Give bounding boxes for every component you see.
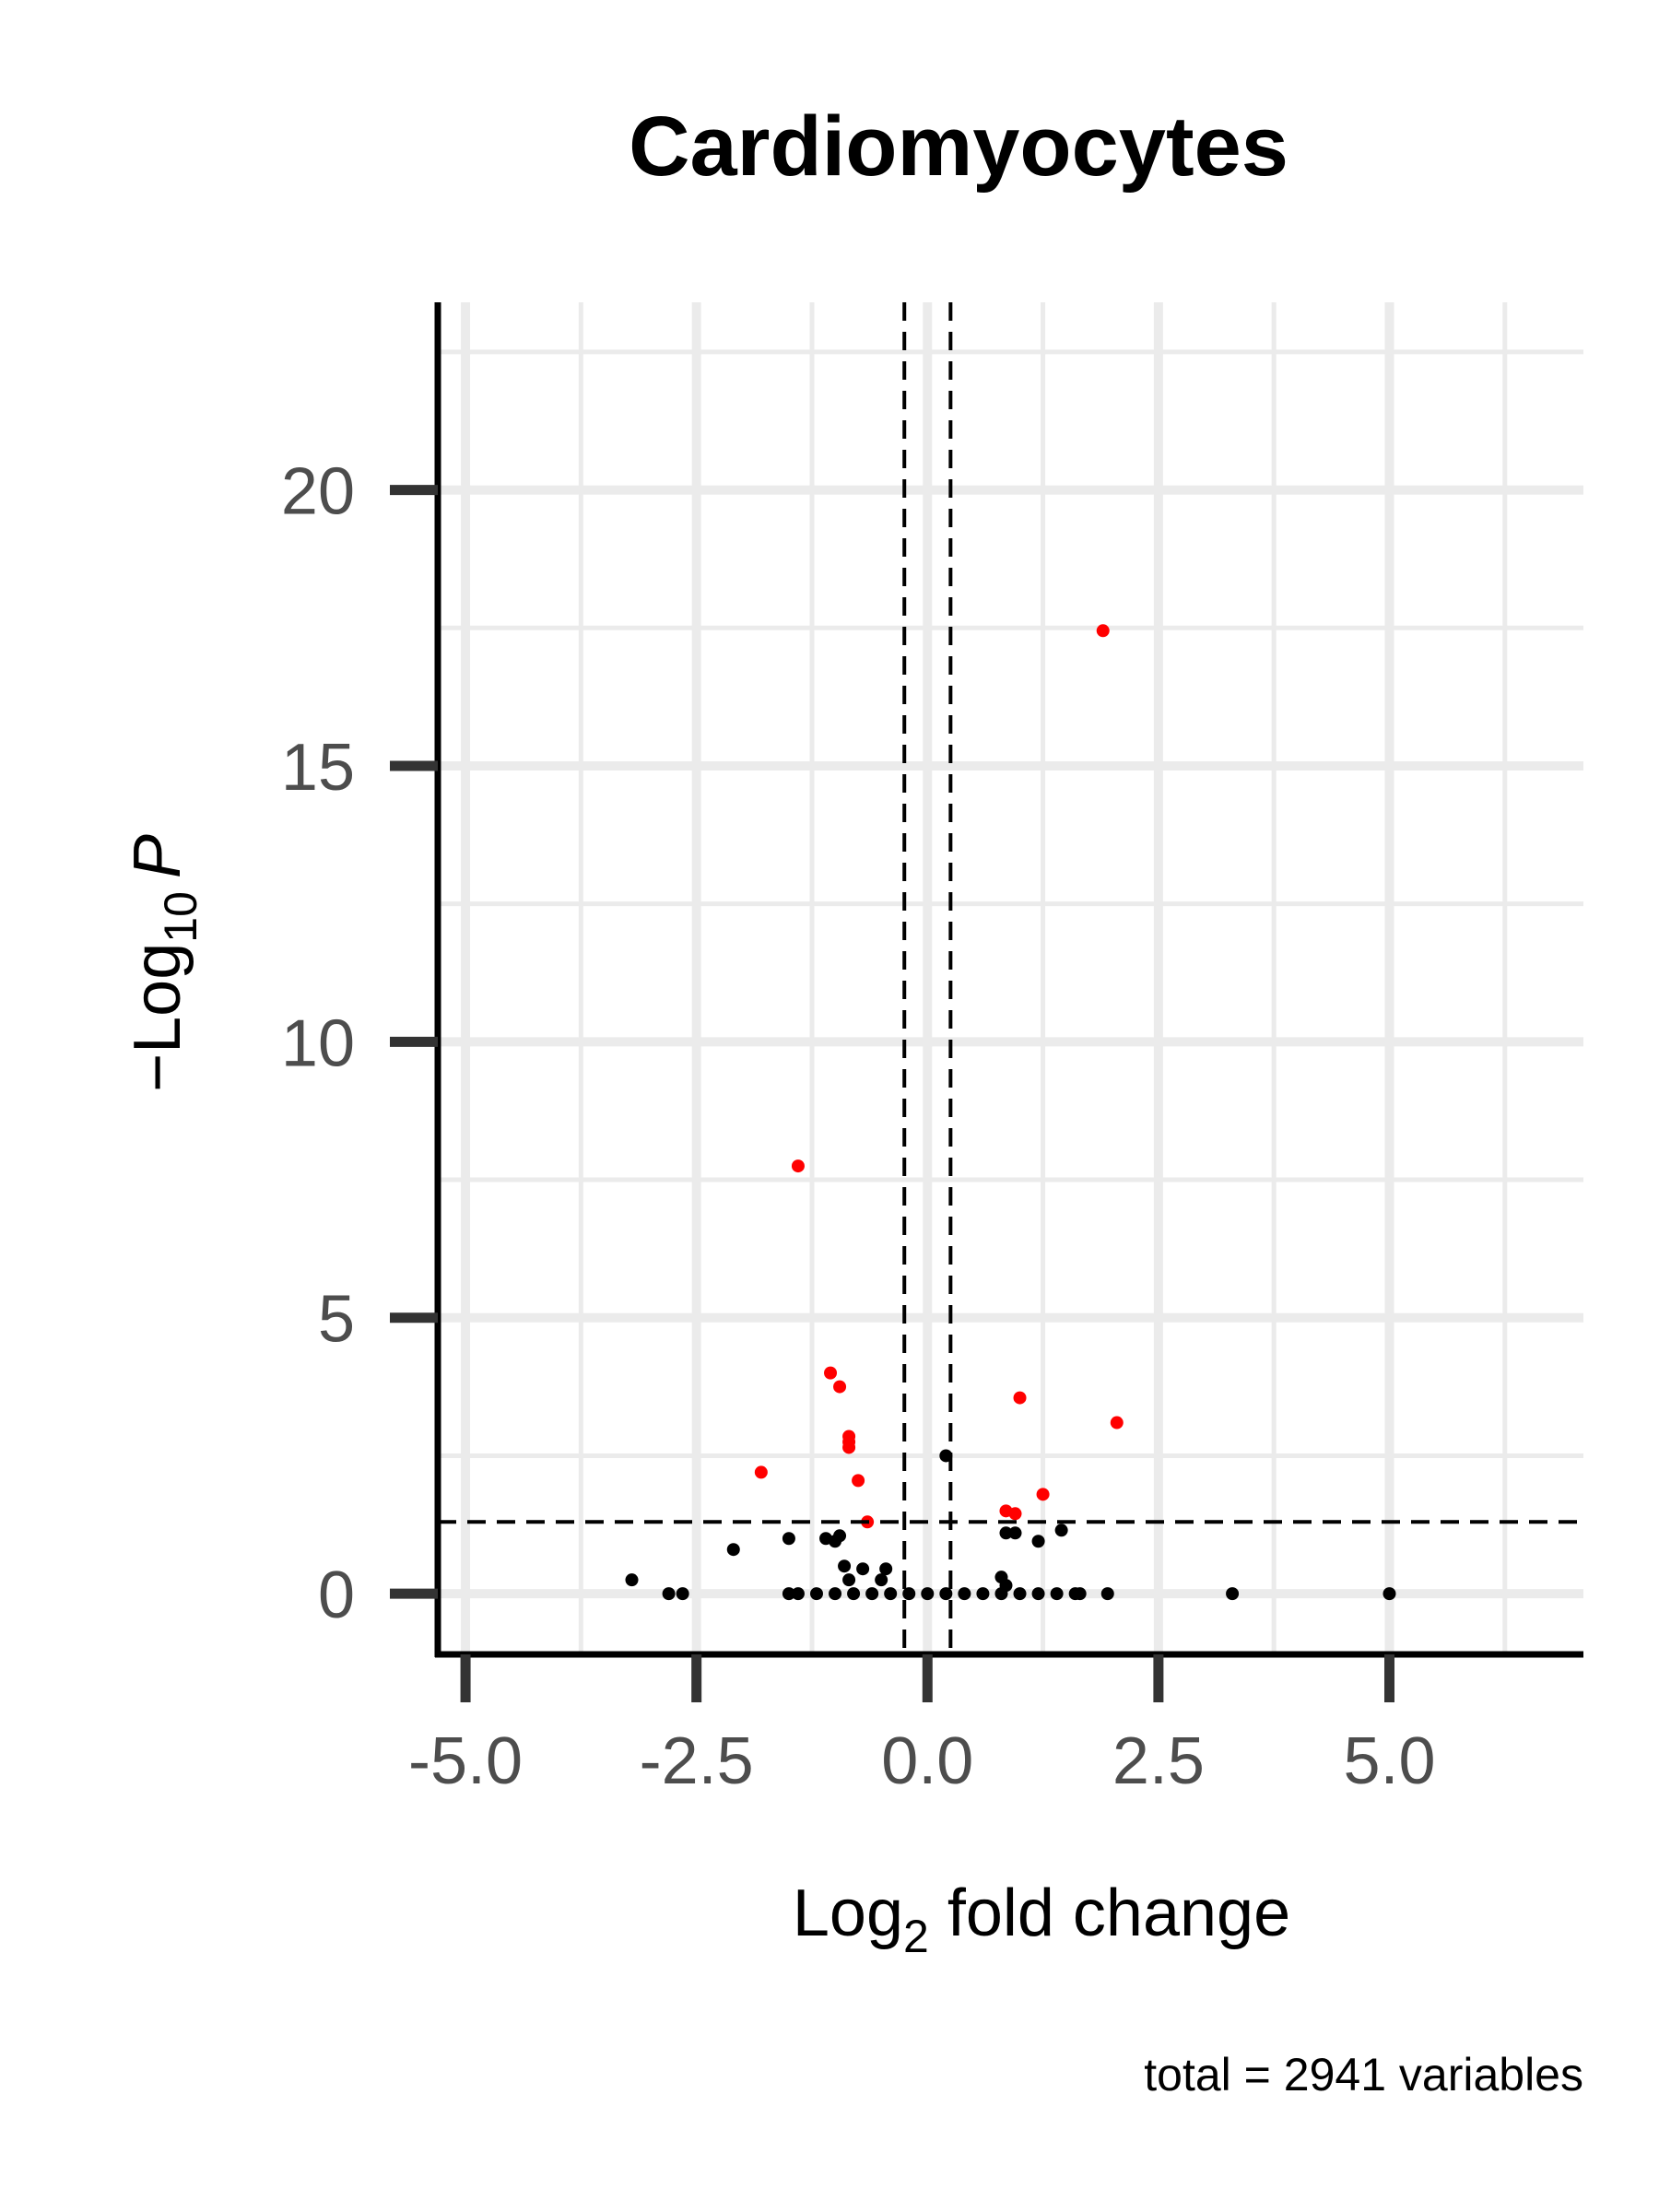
data-point [1036,1488,1050,1501]
data-point [999,1526,1013,1540]
x-axis-title-prefix: Log [793,1877,903,1950]
data-point [1054,1524,1068,1537]
cutoff-lines [438,302,1583,1654]
data-point [1050,1587,1064,1601]
data-point [994,1587,1008,1601]
data-point [1013,1587,1027,1601]
data-point [865,1587,879,1601]
data-point [958,1587,971,1601]
data-point [921,1587,935,1601]
grid-major [438,302,1583,1654]
data-point [838,1559,852,1573]
data-point [1110,1416,1124,1430]
chart-caption: total = 2941 variables [1144,2049,1583,2100]
x-tick-label: 5.0 [1343,1724,1435,1798]
x-tick-label: -5.0 [408,1724,523,1798]
data-point [1031,1587,1045,1601]
data-point [791,1159,805,1173]
data-point [833,1529,847,1543]
chart-title: Cardiomyocytes [629,100,1288,194]
data-point [676,1587,689,1601]
x-axis-title-suffix: fold change [929,1877,1290,1950]
data-point [662,1587,676,1601]
data-point [852,1474,865,1488]
data-point [875,1573,888,1587]
data-point [856,1562,870,1576]
data-point [1031,1535,1045,1548]
data-point [625,1573,639,1587]
data-point [1382,1587,1396,1601]
data-point [754,1465,768,1479]
data-point [939,1587,953,1601]
data-point [1013,1391,1027,1405]
x-tick-label: 0.0 [881,1724,973,1798]
data-point [1008,1507,1022,1521]
x-axis-title-subscript: 2 [903,1911,929,1962]
grid-minor [438,302,1583,1654]
y-tick-label: 0 [318,1559,355,1632]
data-point [976,1587,990,1601]
x-tick-label: 2.5 [1112,1724,1205,1798]
y-tick-label: 15 [281,731,355,805]
data-point [847,1587,861,1601]
y-tick-label: 5 [318,1283,355,1357]
data-point [726,1543,740,1557]
data-point [809,1587,823,1601]
y-tick-label: 20 [281,455,355,529]
data-point [833,1380,847,1394]
data-point [1100,1587,1114,1601]
data-point [884,1587,898,1601]
y-axis-title-italic: P [121,834,194,878]
data-point [782,1587,795,1601]
y-tick-label: 10 [281,1006,355,1080]
data-point [782,1532,795,1546]
y-axis-title: −Log10 P [121,834,206,1092]
data-point [842,1441,856,1454]
axis-ticks: -5.0 -2.5 0.0 2.5 5.0 0 5 10 15 20 [281,455,1436,1798]
data-point [824,1366,838,1380]
data-point [829,1587,842,1601]
data-point [1226,1587,1240,1601]
y-axis-title-prefix: −Log [121,943,194,1092]
x-tick-label: -2.5 [640,1724,754,1798]
data-point [842,1573,856,1587]
data-point [902,1587,916,1601]
x-axis-title: Log2 fold change [793,1877,1290,1962]
y-axis-title-subscript: 10 [155,891,206,943]
data-point [1008,1526,1022,1540]
data-point [879,1562,893,1576]
data-point [1096,624,1110,638]
data-point [791,1587,805,1601]
data-point [1073,1587,1087,1601]
data-points [625,624,1396,1601]
